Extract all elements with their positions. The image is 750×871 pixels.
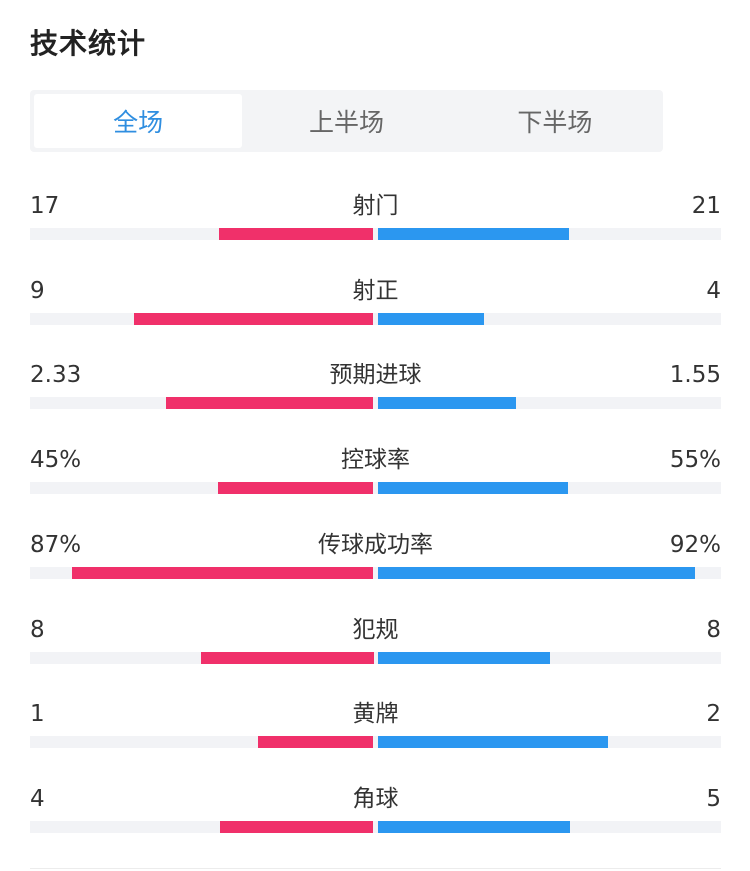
tab-second-half[interactable]: 下半场 [517, 108, 593, 137]
stat-row: 1 黄牌 2 [30, 699, 721, 759]
stat-label: 角球 [352, 786, 399, 812]
away-bar [377, 567, 696, 579]
home-value: 4 [30, 786, 45, 812]
home-bar [220, 821, 374, 833]
stat-label: 控球率 [341, 447, 410, 473]
home-value: 17 [30, 193, 60, 219]
page-title: 技术统计 [30, 27, 147, 60]
stat-row: 2.33 预期进球 1.55 [30, 360, 721, 420]
home-value: 45% [30, 447, 82, 473]
stat-row: 87% 传球成功率 92% [30, 530, 721, 590]
home-value: 87% [30, 532, 82, 558]
away-bar [377, 313, 484, 325]
away-bar [377, 736, 608, 748]
stat-row: 9 射正 4 [30, 276, 721, 336]
away-bar [377, 821, 570, 833]
tab-full-match[interactable]: 全场 [34, 94, 243, 148]
away-value: 21 [691, 193, 721, 219]
stat-row: 8 犯规 8 [30, 615, 721, 675]
home-bar [219, 228, 374, 240]
away-value: 8 [706, 617, 721, 643]
stat-bar-track [30, 482, 721, 494]
home-bar [72, 567, 374, 579]
tab-first-half[interactable]: 上半场 [308, 108, 384, 137]
stat-label: 犯规 [352, 617, 399, 643]
stat-bar-track [30, 313, 721, 325]
away-bar [377, 652, 551, 664]
home-value: 8 [30, 617, 45, 643]
stat-bar-track [30, 652, 721, 664]
away-bar [377, 228, 569, 240]
divider [30, 868, 721, 869]
away-value: 5 [706, 786, 721, 812]
away-value: 4 [706, 278, 721, 304]
stat-label: 预期进球 [329, 362, 422, 388]
stat-row: 17 射门 21 [30, 191, 721, 251]
home-bar [258, 736, 374, 748]
away-value: 92% [669, 532, 721, 558]
stat-bar-track [30, 397, 721, 409]
home-value: 2.33 [30, 362, 82, 388]
stat-bar-track [30, 736, 721, 748]
stat-label: 传球成功率 [318, 532, 433, 558]
home-bar [200, 652, 374, 664]
away-bar [377, 482, 568, 494]
home-bar [134, 313, 374, 325]
stat-bar-track [30, 821, 721, 833]
stat-row: 45% 控球率 55% [30, 445, 721, 505]
away-value: 2 [706, 701, 721, 727]
stat-bar-track [30, 567, 721, 579]
stat-label: 射正 [352, 278, 399, 304]
stat-row: 4 角球 5 [30, 784, 721, 844]
stat-bar-track [30, 228, 721, 240]
stat-label: 射门 [352, 193, 399, 219]
away-value: 1.55 [669, 362, 721, 388]
away-value: 55% [669, 447, 721, 473]
home-value: 9 [30, 278, 45, 304]
home-bar [218, 482, 374, 494]
home-value: 1 [30, 701, 45, 727]
home-bar [166, 397, 374, 409]
away-bar [377, 397, 516, 409]
stat-label: 黄牌 [352, 701, 399, 727]
period-tabs: 全场 上半场 下半场 [30, 90, 663, 152]
